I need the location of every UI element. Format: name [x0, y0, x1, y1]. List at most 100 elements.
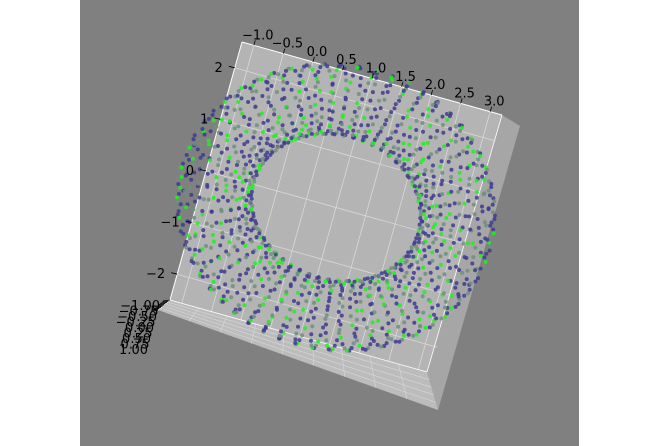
- data-point: [385, 137, 390, 142]
- data-point: [323, 330, 328, 335]
- data-point: [304, 123, 308, 128]
- data-point: [404, 259, 409, 263]
- data-point: [432, 312, 436, 317]
- data-point: [438, 254, 443, 259]
- x-tick-mark: [312, 56, 315, 63]
- data-point: [257, 303, 262, 308]
- data-point: [377, 98, 381, 103]
- data-point: [427, 245, 432, 250]
- data-point: [401, 148, 406, 153]
- grid-line-y: [251, 323, 256, 344]
- data-point: [265, 270, 270, 275]
- data-point: [447, 114, 452, 119]
- data-point: [390, 287, 395, 292]
- data-point: [476, 225, 481, 230]
- data-point: [417, 329, 421, 334]
- data-point: [244, 271, 249, 276]
- data-point: [337, 301, 342, 305]
- data-point: [219, 104, 224, 109]
- data-point: [329, 288, 334, 293]
- data-point: [431, 240, 436, 245]
- data-point: [480, 174, 485, 179]
- data-point: [235, 163, 239, 167]
- data-point: [417, 249, 422, 254]
- grid-line-y: [165, 303, 432, 388]
- data-point: [220, 117, 224, 122]
- data-point: [404, 270, 409, 275]
- data-point: [417, 317, 422, 322]
- data-point: [426, 155, 431, 160]
- data-point: [433, 236, 438, 241]
- data-point: [385, 90, 390, 94]
- data-point: [276, 72, 281, 77]
- data-point: [486, 206, 491, 211]
- data-point: [336, 331, 341, 336]
- data-point: [458, 186, 463, 191]
- data-point: [219, 269, 224, 274]
- data-point: [326, 299, 331, 304]
- data-point: [246, 100, 251, 104]
- data-point: [236, 236, 241, 241]
- data-point: [360, 346, 365, 351]
- data-point: [233, 188, 237, 193]
- grid-lines: [160, 45, 495, 403]
- data-point: [271, 256, 276, 260]
- data-point: [284, 315, 289, 320]
- data-point: [372, 137, 377, 142]
- data-point: [215, 144, 220, 148]
- data-point: [353, 334, 358, 339]
- data-point: [239, 96, 244, 101]
- y-tick-mark: [150, 309, 159, 312]
- data-point: [262, 266, 267, 271]
- data-point: [249, 189, 254, 194]
- data-point: [214, 175, 219, 180]
- data-point: [408, 125, 413, 130]
- data-point: [418, 193, 423, 198]
- data-point: [388, 149, 393, 154]
- data-point: [189, 192, 194, 197]
- data-point: [206, 197, 211, 202]
- data-point: [259, 77, 264, 82]
- data-point: [456, 302, 461, 306]
- data-point: [325, 304, 330, 309]
- data-point: [209, 209, 214, 214]
- data-point: [319, 97, 324, 102]
- data-point: [179, 205, 184, 210]
- data-point: [306, 128, 311, 133]
- data-point: [424, 194, 429, 199]
- data-point: [214, 220, 219, 225]
- data-point: [343, 71, 348, 76]
- data-point: [421, 310, 426, 315]
- data-point: [209, 259, 214, 263]
- data-point: [399, 122, 404, 127]
- data-point: [397, 159, 402, 164]
- data-point: [398, 279, 403, 284]
- data-point: [282, 140, 287, 145]
- data-point: [257, 141, 262, 146]
- data-point: [379, 271, 384, 276]
- data-point: [345, 130, 350, 134]
- data-point: [396, 284, 401, 289]
- data-point: [365, 276, 370, 281]
- data-point: [302, 285, 307, 290]
- data-point: [184, 148, 189, 153]
- data-point: [445, 278, 450, 283]
- data-point: [293, 137, 298, 142]
- data-point: [330, 81, 335, 86]
- data-point: [298, 73, 303, 78]
- data-point: [260, 156, 265, 161]
- data-point: [456, 189, 461, 194]
- x-tick-label: 0.5: [336, 53, 357, 68]
- z-tick-label: −2: [146, 267, 165, 282]
- data-point: [373, 282, 378, 286]
- data-point: [282, 273, 287, 278]
- data-point: [268, 103, 273, 108]
- z-tick-label: 2: [215, 61, 223, 76]
- data-point: [240, 179, 245, 184]
- data-point: [344, 78, 349, 83]
- data-point: [250, 89, 255, 94]
- data-point: [464, 277, 469, 282]
- data-point: [252, 179, 257, 184]
- data-point: [438, 204, 443, 209]
- data-point: [233, 150, 238, 155]
